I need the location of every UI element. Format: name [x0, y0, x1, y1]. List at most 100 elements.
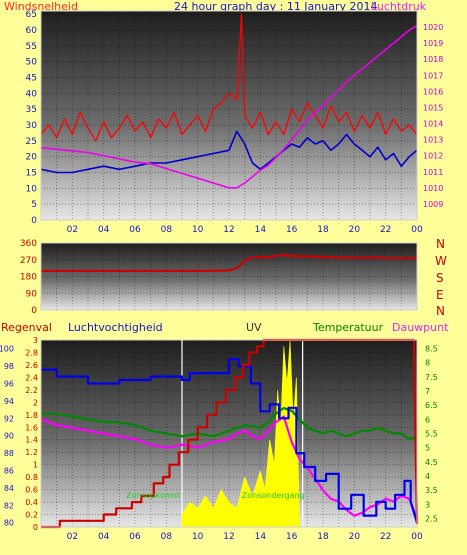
x-tick-label-1: 04: [98, 225, 110, 235]
temperature-axis-tick-label: 6.5: [425, 401, 438, 410]
x-tick-label-3: 20: [349, 532, 361, 542]
temperature-axis-tick-label: 5: [425, 444, 430, 453]
x-tick-label-1: 20: [349, 225, 361, 235]
rain-axis-tick-label: 0.4: [25, 498, 38, 507]
temperature-series: [41, 406, 418, 441]
x-tick-label-1: 14: [255, 225, 267, 235]
x-tick-label-3: 08: [161, 532, 173, 542]
pressure-series: [40, 24, 418, 189]
sunrise-label: Zonsopkomst: [126, 491, 180, 500]
rain-axis-tick-label: 0.8: [25, 473, 38, 482]
x-tick-label-1: 18: [317, 225, 329, 235]
wind-axis-tick-label: 50: [26, 58, 38, 68]
humidity-axis-tick-label: 94: [4, 397, 14, 406]
dewpoint-label: Dauwpunt: [392, 321, 449, 334]
dewpoint-series: [40, 415, 419, 519]
wind-axis-tick-label: 40: [26, 89, 38, 99]
rain-axis-tick-label: 0.2: [25, 511, 38, 520]
pressure-axis-tick-label: 1012: [423, 152, 443, 161]
rain-axis-tick-label: 1: [33, 461, 38, 470]
rain-axis-tick-label: 1.6: [25, 423, 38, 432]
x-tick-label-1: 02: [67, 225, 78, 235]
x-tick-label-1: 10: [192, 225, 204, 235]
temperature-axis-tick-label: 4: [425, 472, 430, 481]
rain-axis-tick-label: 0.6: [25, 486, 38, 495]
pressure-axis-tick-label: 1015: [423, 103, 443, 112]
chart-title: 24 hour graph day : 11 January 2014: [174, 0, 378, 13]
wind-speed-series: [40, 13, 418, 142]
direction-letter-s: S: [436, 271, 444, 285]
humidity-axis-tick-label: 100: [0, 345, 14, 354]
direction-letter-n-bottom: N: [436, 304, 445, 318]
uv-area: [181, 339, 300, 528]
pressure-axis-tick-label: 1020: [423, 23, 443, 32]
rain-axis-tick-label: 2.2: [25, 386, 38, 395]
pressure-axis-tick-label: 1016: [423, 87, 443, 96]
x-tick-label-3: 04: [98, 532, 110, 542]
wind-axis-tick-label: 0: [31, 216, 37, 226]
x-tick-label-3: 06: [129, 532, 141, 542]
temperature-axis-tick-label: 3.5: [425, 486, 438, 495]
x-tick-label-1: 06: [129, 225, 141, 235]
panel-background-2: [41, 243, 417, 310]
pressure-label: Luchtdruk: [371, 0, 427, 13]
x-tick-label-3: 12: [223, 532, 234, 542]
humidity-axis-tick-label: 98: [4, 362, 14, 371]
panel-frame-3: [40, 339, 418, 528]
wind-axis-tick-label: 15: [26, 169, 37, 179]
x-tick-label-3: 16: [286, 532, 298, 542]
direction-letter-w: W: [435, 254, 447, 268]
wind-axis-tick-label: 65: [26, 10, 37, 20]
wind-axis-tick-label: 55: [26, 42, 37, 52]
wind-axis-tick-label: 20: [26, 153, 38, 163]
humidity-axis-tick-label: 82: [4, 501, 14, 510]
wind-axis-tick-label: 30: [26, 121, 38, 131]
temperature-axis-tick-label: 6: [425, 415, 430, 424]
direction-letter-n-top: N: [436, 237, 445, 251]
humidity-axis-tick-label: 88: [4, 449, 14, 458]
direction-axis-tick-label: 360: [20, 239, 37, 249]
wind-direction-series: [41, 254, 418, 272]
wind-axis-tick-label: 60: [26, 26, 38, 36]
direction-letter-e: E: [436, 288, 444, 302]
rain-axis-tick-label: 2.8: [25, 348, 38, 357]
pressure-axis-tick-label: 1013: [423, 136, 443, 145]
direction-axis-tick-label: 180: [20, 273, 37, 283]
pressure-axis-tick-label: 1014: [423, 120, 443, 129]
wind-axis-tick-label: 25: [26, 137, 37, 147]
humidity-axis-tick-label: 90: [4, 432, 14, 441]
x-tick-label-3: 22: [380, 532, 391, 542]
panel-frame-2: [40, 242, 418, 311]
rain-label: Regenval: [1, 321, 52, 334]
humidity-label: Luchtvochtigheid: [68, 321, 163, 334]
temperature-axis-tick-label: 7: [425, 387, 430, 396]
wind-axis-tick-label: 45: [26, 74, 37, 84]
pressure-axis-tick-label: 1019: [423, 39, 443, 48]
sunset-label: Zonsondergang: [242, 491, 305, 500]
direction-axis-tick-label: 270: [20, 256, 37, 266]
rain-axis-tick-label: 2.4: [25, 373, 38, 382]
direction-axis-tick-label: 0: [31, 306, 37, 316]
panel-background-1: [41, 11, 417, 220]
pressure-axis-tick-label: 1010: [423, 184, 443, 193]
direction-axis-tick-label: 90: [26, 289, 38, 299]
humidity-axis-tick-label: 86: [4, 466, 14, 475]
panel-frame-1: [40, 10, 418, 221]
temperature-axis-tick-label: 4.5: [425, 458, 438, 467]
humidity-axis-tick-label: 96: [4, 379, 14, 388]
wind-speed-label: Windsnelheid: [4, 0, 78, 13]
rain-axis-tick-label: 2: [33, 398, 38, 407]
rain-axis-tick-label: 3: [33, 336, 38, 345]
x-tick-label-1: 12: [223, 225, 234, 235]
rain-axis-tick-label: 1.4: [25, 436, 38, 445]
x-tick-label-3: 10: [192, 532, 204, 542]
x-tick-label-1: 16: [286, 225, 298, 235]
humidity-series: [41, 358, 419, 524]
temperature-axis-tick-label: 5.5: [425, 430, 438, 439]
rainfall-series: [41, 338, 419, 529]
humidity-axis-tick-label: 92: [4, 414, 14, 423]
pressure-axis-tick-label: 1018: [423, 55, 443, 64]
x-tick-label-1: 00: [411, 225, 423, 235]
pressure-axis-tick-label: 1009: [423, 200, 443, 209]
